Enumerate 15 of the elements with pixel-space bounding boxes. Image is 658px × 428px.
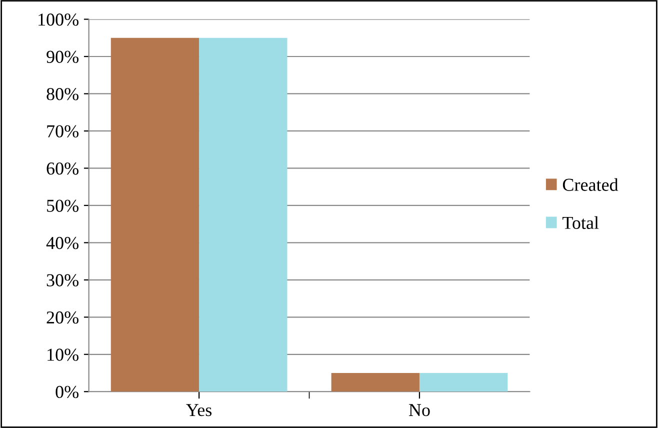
y-tick-label: 90% [46,50,78,63]
x-tick-label: Yes [186,404,212,416]
y-tick-label: 60% [46,162,78,175]
y-tick-label: 80% [46,88,78,100]
legend-label: Created [562,178,618,191]
legend-label: Total [562,216,599,229]
y-tick-label: 30% [46,274,78,286]
y-tick-label: 40% [46,236,78,250]
y-tick-label: 10% [48,348,78,361]
y-tick-label: 50% [47,200,78,212]
y-tick-label: 100% [38,14,78,26]
y-tick-label: 20% [46,311,78,324]
x-tick-label: No [408,404,430,416]
y-tick-label: 70% [47,125,78,138]
y-tick-label: 0% [56,386,78,398]
